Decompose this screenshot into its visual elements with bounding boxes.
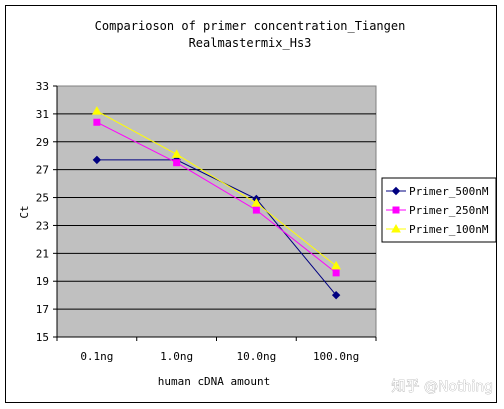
y-tick-label: 19 — [36, 275, 49, 288]
x-axis-label: human cDNA amount — [158, 375, 271, 388]
series-line — [96, 121, 337, 274]
y-tick-label: 17 — [36, 303, 49, 316]
legend-item: Primer_250nM — [386, 204, 489, 217]
data-point — [173, 159, 181, 167]
y-tick-label: 25 — [36, 192, 49, 205]
data-point — [92, 155, 102, 165]
legend-marker — [392, 206, 400, 214]
chart-title-line2: Realmastermix_Hs3 — [189, 36, 312, 50]
y-axis-label: Ct — [18, 205, 31, 218]
series-line — [96, 110, 337, 267]
y-tick-label: 23 — [36, 219, 49, 232]
y-tick-label: 15 — [36, 331, 49, 344]
series-layer — [92, 106, 341, 300]
chart-title-line1: Comparioson of primer concentration_Tian… — [95, 19, 406, 33]
data-point — [332, 269, 340, 277]
data-point — [331, 260, 341, 270]
y-tick-label: 29 — [36, 136, 49, 149]
series-line — [96, 159, 337, 296]
plot-area — [56, 85, 377, 338]
x-tick-label: 100.0ng — [313, 350, 359, 363]
data-point — [93, 118, 101, 126]
data-point — [251, 198, 262, 207]
x-tick-label: 1.0ng — [160, 350, 193, 363]
series-Primer_250nM — [93, 118, 340, 277]
gridlines — [57, 113, 376, 310]
y-tick-label: 33 — [36, 80, 49, 93]
data-point — [92, 106, 102, 115]
legend-marker — [391, 223, 401, 233]
y-tick-label: 21 — [36, 247, 49, 260]
x-tick-label: 10.0ng — [237, 350, 277, 363]
legend-marker — [391, 186, 401, 196]
legend-label: Primer_250nM — [409, 204, 489, 217]
legend-item: Primer_100nM — [386, 223, 489, 236]
series-Primer_100nM — [92, 106, 341, 270]
data-point — [252, 206, 260, 214]
watermark: 知乎 @Nothing — [392, 378, 494, 395]
legend: Primer_500nM Primer_250nM Primer_100nM — [381, 177, 497, 243]
y-axis: 15 17 19 21 23 25 27 29 31 33 — [36, 80, 58, 344]
legend-item: Primer_500nM — [386, 185, 489, 198]
legend-label: Primer_100nM — [409, 223, 489, 236]
y-tick-label: 27 — [36, 164, 49, 177]
legend-label: Primer_500nM — [409, 185, 489, 198]
data-point — [331, 290, 341, 300]
data-point — [171, 149, 182, 158]
x-axis: 0.1ng 1.0ng 10.0ng 100.0ng — [56, 336, 377, 363]
y-tick-label: 31 — [36, 108, 49, 121]
x-tick-label: 0.1ng — [80, 350, 113, 363]
